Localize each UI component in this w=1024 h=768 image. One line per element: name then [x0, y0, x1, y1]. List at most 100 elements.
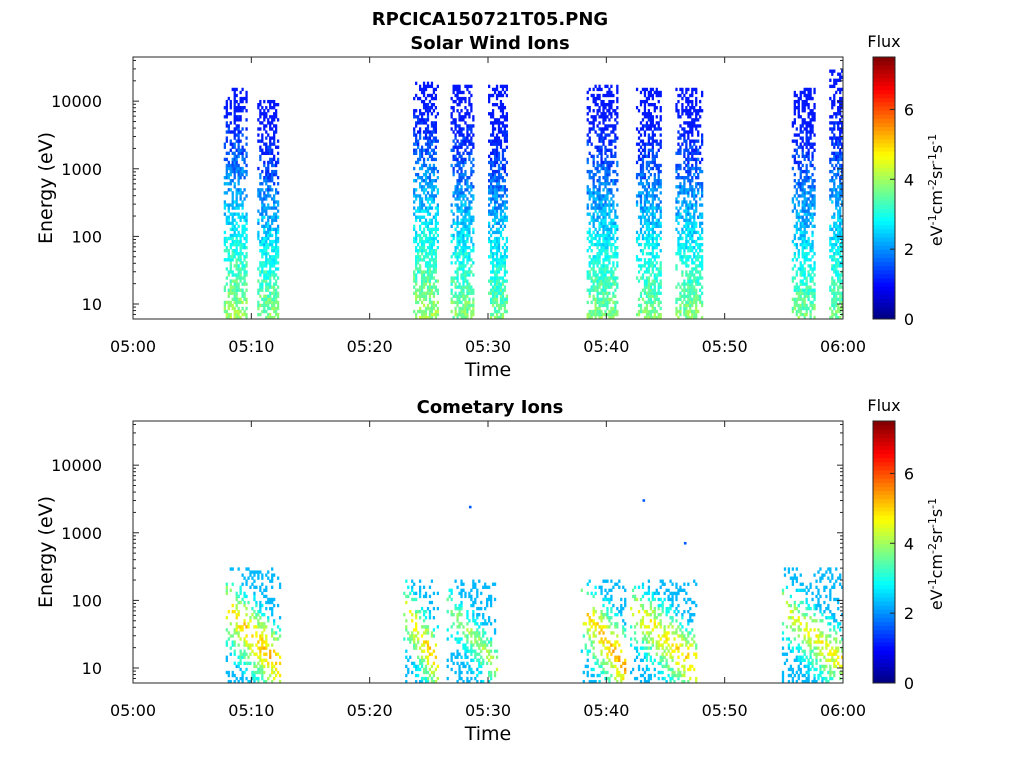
heatmap-cell [235, 99, 238, 104]
heatmap-cell [809, 285, 812, 289]
heatmap-cell [503, 215, 507, 219]
heatmap-cell [679, 182, 682, 186]
heatmap-cell [503, 118, 507, 122]
heatmap-cell [683, 224, 686, 229]
heatmap-cell [651, 93, 654, 98]
heatmap-cell [659, 279, 662, 283]
heatmap-cell [269, 157, 272, 162]
heatmap-cell [418, 185, 422, 189]
heatmap-cell [799, 242, 802, 247]
heatmap-cell [489, 160, 493, 165]
heatmap-cell [464, 300, 467, 305]
heatmap-cell [681, 245, 684, 250]
heatmap-cell [813, 194, 816, 198]
heatmap-cell [697, 151, 700, 155]
heatmap-cell [675, 87, 678, 92]
heatmap-cell [596, 112, 599, 116]
heatmap-cell [675, 218, 678, 222]
heatmap-cell [233, 157, 236, 162]
heatmap-cell [259, 154, 262, 159]
heatmap-cell [275, 245, 278, 250]
heatmap-cell [470, 188, 473, 192]
heatmap-cell [497, 264, 501, 268]
heatmap-cell [651, 182, 654, 186]
heatmap-cell [643, 106, 647, 110]
heatmap-cell [422, 215, 426, 219]
heatmap-cell [428, 133, 432, 137]
heatmap-cell [420, 188, 424, 192]
heatmap-cell [265, 182, 268, 186]
heatmap-cell [610, 203, 613, 207]
heatmap-cell [835, 264, 838, 268]
heatmap-cell [602, 233, 605, 238]
heatmap-cell [424, 169, 428, 174]
heatmap-cell [695, 182, 698, 186]
heatmap-cell [229, 221, 232, 225]
heatmap-cell [799, 312, 802, 317]
heatmap-cell [831, 255, 834, 259]
heatmap-cell [807, 209, 810, 213]
heatmap-cell [807, 242, 810, 247]
heatmap-cell [415, 291, 418, 295]
heatmap-cell [499, 312, 503, 317]
heatmap-cell [691, 227, 694, 232]
heatmap-cell [637, 312, 641, 317]
heatmap-cell [837, 124, 840, 128]
heatmap-cell [837, 78, 840, 82]
heatmap-cell [420, 197, 424, 201]
heatmap-cell [799, 288, 802, 292]
heatmap-cell [586, 139, 589, 143]
heatmap-cell [458, 163, 461, 168]
heatmap-cell [807, 96, 810, 101]
heatmap-cell [418, 166, 422, 171]
heatmap-cell [499, 218, 503, 222]
heatmap-cell [596, 300, 599, 305]
heatmap-cell [223, 285, 226, 289]
heatmap-cell [837, 233, 840, 238]
heatmap-cell [503, 285, 507, 289]
heatmap-cell [265, 145, 268, 149]
heatmap-cell [460, 157, 463, 162]
heatmap-cell [653, 285, 656, 289]
heatmap-cell [413, 133, 416, 137]
heatmap-cell [685, 315, 688, 320]
heatmap-cell [426, 255, 430, 259]
heatmap-cell [466, 233, 469, 238]
heatmap-cell [606, 176, 609, 180]
heatmap-cell [415, 258, 418, 262]
heatmap-cell [600, 145, 603, 149]
heatmap-cell [420, 179, 424, 183]
heatmap-cell [428, 227, 432, 232]
heatmap-cell [456, 239, 459, 244]
heatmap-cell [594, 270, 597, 274]
heatmap-cell [462, 249, 465, 253]
heatmap-cell [271, 127, 274, 131]
heatmap-cell [799, 194, 802, 198]
heatmap-cell [594, 285, 597, 289]
heatmap-cell [791, 239, 794, 244]
heatmap-cell [273, 255, 276, 259]
heatmap-cell [683, 252, 686, 256]
heatmap-cell [681, 142, 684, 146]
heatmap-cell [837, 185, 840, 189]
heatmap-cell [685, 218, 688, 222]
heatmap-cell [263, 306, 266, 311]
heatmap-cell [699, 261, 702, 265]
heatmap-cell [588, 221, 591, 225]
heatmap-cell [801, 288, 804, 292]
heatmap-cell [468, 142, 471, 146]
heatmap-cell [651, 133, 654, 137]
heatmap-cell [791, 139, 794, 143]
heatmap-cell [489, 133, 493, 137]
heatmap-cell [809, 276, 812, 280]
heatmap-cell [695, 151, 698, 155]
heatmap-cell [434, 96, 438, 101]
heatmap-cell [647, 224, 651, 229]
heatmap-cell [420, 209, 424, 213]
heatmap-cell [428, 93, 432, 98]
heatmap-cell [645, 96, 649, 101]
heatmap-cell [245, 96, 248, 101]
heatmap-cell [837, 142, 840, 146]
heatmap-cell [797, 179, 800, 183]
heatmap-cell [683, 288, 686, 292]
